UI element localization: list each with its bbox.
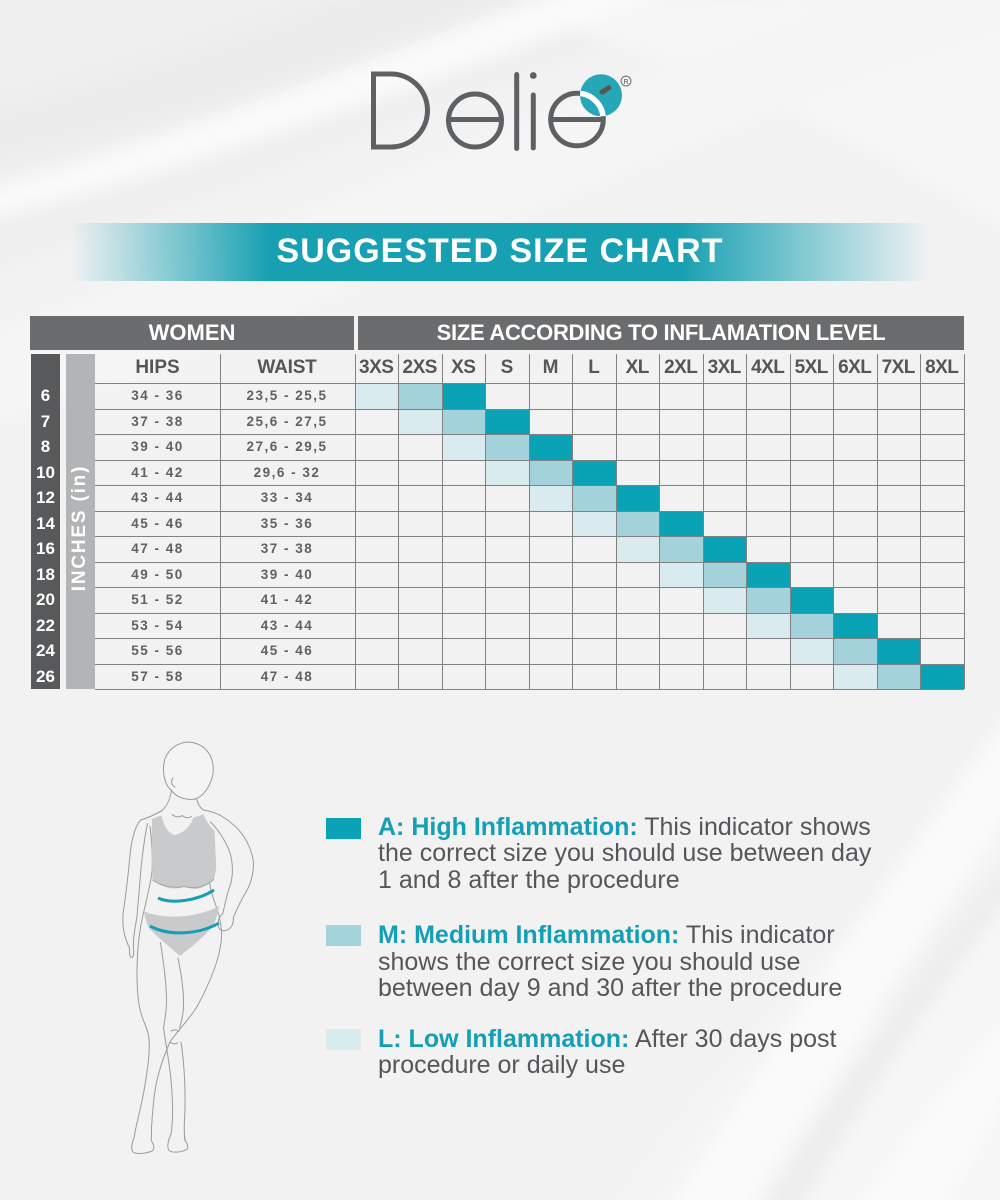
svg-text:R: R (623, 79, 628, 86)
